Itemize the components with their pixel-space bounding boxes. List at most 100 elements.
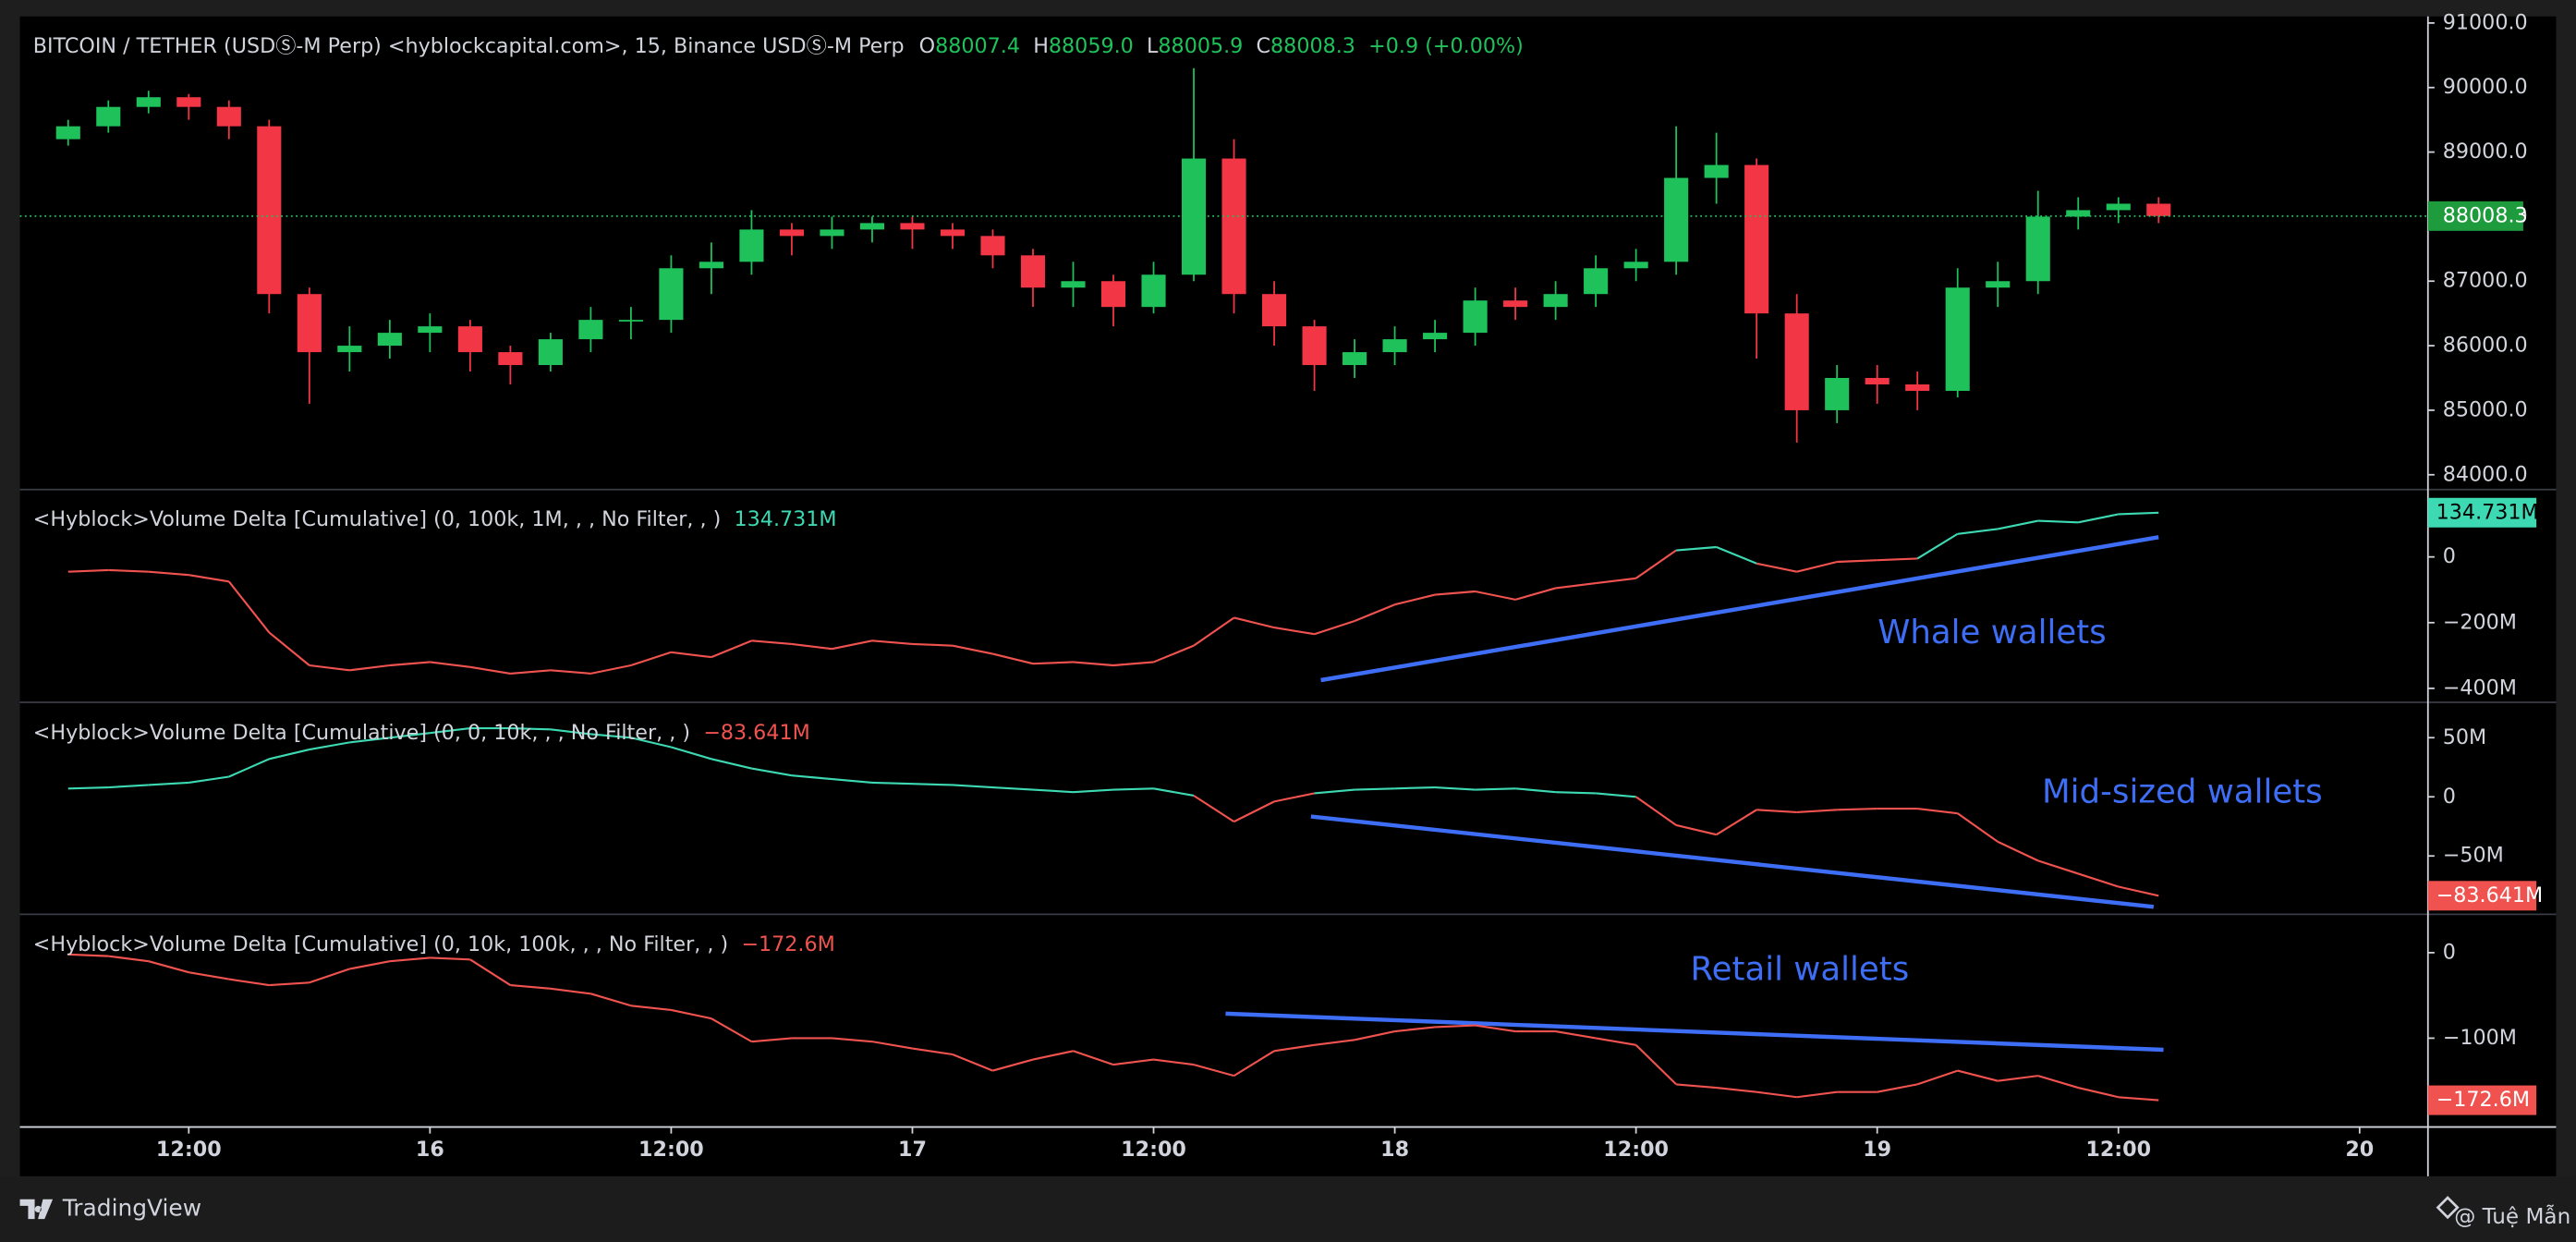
line-segment: [430, 956, 470, 961]
line-segment: [1916, 532, 1959, 560]
line-segment: [871, 1041, 913, 1050]
value-badge-label: −172.6M: [2436, 1088, 2530, 1112]
candle-body: [257, 126, 282, 295]
x-tick-label: 19: [1863, 1138, 1891, 1162]
line-segment: [1475, 787, 1516, 791]
pane-title: <Hyblock>Volume Delta [Cumulative] (0, 0…: [33, 720, 810, 744]
logo-icon: [19, 1199, 54, 1220]
line-segment: [389, 732, 431, 739]
line-segment: [711, 639, 752, 659]
line-segment: [832, 1037, 873, 1043]
y-tick-label: 91000.0: [2443, 10, 2528, 34]
line-segment: [1676, 545, 1717, 552]
ohlc-name: L: [1147, 33, 1159, 57]
line-segment: [269, 981, 310, 987]
line-segment: [108, 784, 149, 789]
line-segment: [751, 1037, 793, 1043]
candle-body: [779, 229, 804, 237]
last-price-label: 88008.3: [2443, 203, 2528, 227]
line-segment: [1153, 644, 1195, 664]
chart-area: [19, 16, 2557, 1176]
line-segment: [1435, 1024, 1476, 1029]
line-segment: [1153, 787, 1195, 798]
line-segment: [630, 651, 672, 667]
indicator-value: −83.641M: [703, 720, 810, 744]
line-segment: [1032, 661, 1074, 665]
line-segment: [108, 955, 149, 963]
tv-logo: [19, 1199, 54, 1220]
line-segment: [309, 741, 350, 751]
line-segment: [309, 664, 350, 672]
candle-body: [1865, 377, 1889, 384]
line-segment: [992, 785, 1034, 791]
ohlc-value: 88007.4: [935, 33, 1020, 57]
line-segment: [309, 968, 350, 984]
candle-body: [1905, 384, 1930, 391]
line-segment: [2078, 1087, 2119, 1099]
line-segment: [1716, 546, 1757, 565]
line-segment: [1998, 519, 2038, 530]
y-tick-label: 0: [2443, 544, 2456, 568]
candle-body: [820, 229, 844, 237]
candle-body: [1945, 287, 1970, 391]
y-tick-label: −100M: [2443, 1026, 2517, 1050]
line-segment: [1153, 1058, 1195, 1066]
x-tick-label: 17: [898, 1138, 927, 1162]
line-segment: [1837, 807, 1877, 811]
line-segment: [1877, 1083, 1918, 1093]
value-badge-label: −83.641M: [2436, 883, 2544, 907]
line-segment: [2037, 519, 2079, 524]
line-segment: [1634, 1044, 1677, 1086]
line-segment: [550, 987, 591, 995]
line-segment: [1193, 616, 1235, 647]
line-segment: [349, 737, 390, 744]
candle-body: [578, 320, 603, 340]
line-segment: [1233, 616, 1275, 629]
line-segment: [228, 978, 270, 987]
y-tick-label: 89000.0: [2443, 140, 2528, 164]
line-segment: [1716, 809, 1757, 836]
line-segment: [871, 639, 913, 645]
x-tick-label: 20: [2345, 1138, 2374, 1162]
candle-body: [1302, 326, 1327, 366]
candle-body: [699, 262, 723, 269]
line-segment: [1435, 785, 1476, 791]
line-segment: [1756, 809, 1797, 813]
trend-line: [1310, 814, 2155, 909]
line-segment: [1273, 792, 1315, 803]
candle-body: [216, 106, 241, 127]
line-segment: [1596, 577, 1636, 585]
line-segment: [1032, 788, 1074, 794]
credit-icon: [2436, 1196, 2460, 1220]
line-segment: [952, 644, 993, 655]
candle-body: [739, 229, 764, 262]
value-badge: [2427, 497, 2537, 528]
credit: @ Tuệ Mẫn: [2454, 1203, 2570, 1229]
line-segment: [751, 639, 793, 645]
line-segment: [952, 784, 993, 789]
line-segment: [912, 783, 954, 786]
line-segment: [1595, 1037, 1636, 1046]
line-segment: [1515, 787, 1556, 794]
symbol-title: BITCOIN / TETHER (USDⓈ-M Perp) <hyblockc…: [33, 33, 905, 57]
candle-body: [2106, 203, 2131, 211]
indicator-title: <Hyblock>Volume Delta [Cumulative] (0, 1…: [33, 932, 728, 956]
line-segment: [751, 767, 793, 777]
candle-body: [1704, 164, 1729, 178]
line-segment: [510, 726, 551, 731]
candle-body: [1100, 281, 1126, 308]
line-segment: [510, 669, 551, 675]
candle-body: [1584, 268, 1609, 295]
line-segment: [1475, 1024, 1516, 1033]
x-tick-label: 12:00: [638, 1138, 704, 1162]
pane-title: <Hyblock>Volume Delta [Cumulative] (0, 1…: [33, 506, 837, 530]
candle-body: [457, 326, 482, 353]
line-segment: [268, 631, 310, 666]
x-tick-label: 12:00: [156, 1138, 222, 1162]
line-segment: [1233, 1050, 1275, 1078]
line-segment: [1193, 795, 1235, 823]
ohlc-name: C: [1257, 33, 1271, 57]
line-segment: [912, 1047, 954, 1056]
line-segment: [1957, 1069, 1999, 1082]
y-tick-label: 86000.0: [2443, 334, 2528, 358]
